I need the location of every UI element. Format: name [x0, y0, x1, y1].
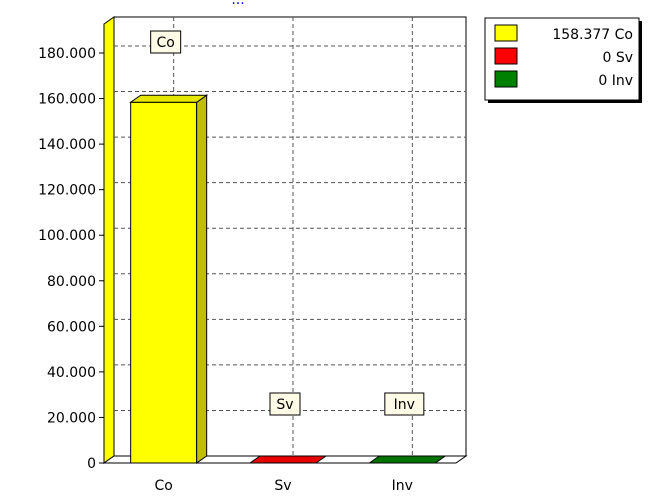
bar-front: [130, 101, 198, 464]
legend-swatch: [494, 47, 518, 65]
legend-label: 0 Sv: [602, 50, 633, 66]
callout-label: Inv: [394, 397, 415, 413]
y-tick-label: 20.000: [47, 410, 96, 426]
callout-box: [384, 392, 425, 416]
legend-label: 0 Inv: [598, 73, 633, 89]
y-tick-label: 160.000: [38, 92, 96, 108]
y-tick-label: 0: [87, 456, 96, 472]
callout-box: [150, 30, 182, 54]
legend: 158.377 Co 0 Sv 0 Inv: [484, 17, 642, 103]
legend-swatch: [494, 24, 518, 42]
bar-top: [129, 94, 209, 103]
bar-sv: [248, 455, 328, 464]
bar-inv: [367, 455, 447, 464]
left-wall: [103, 16, 115, 464]
x-axis: Co Sv Inv: [154, 478, 412, 494]
chart-title: ...: [231, 0, 244, 8]
y-tick-label: 100.000: [38, 228, 96, 244]
legend-item: 0 Sv: [494, 47, 633, 66]
y-tick-label: 180.000: [38, 46, 96, 62]
bar-top: [248, 455, 328, 464]
bars: [129, 94, 447, 464]
callout-label: Co: [156, 35, 174, 51]
callout-co: Co: [150, 30, 182, 54]
bar-top: [367, 455, 447, 464]
callout-box: [269, 392, 301, 416]
y-tick-label: 40.000: [47, 365, 96, 381]
callout-inv: Inv: [384, 392, 425, 416]
bar-side: [196, 94, 208, 464]
x-tick-label: Sv: [274, 478, 291, 494]
callout-label: Sv: [276, 397, 293, 413]
y-tick-label: 80.000: [47, 274, 96, 290]
legend-swatch: [494, 70, 518, 88]
callout-sv: Sv: [269, 392, 301, 416]
y-tick-label: 140.000: [38, 137, 96, 153]
x-tick-label: Inv: [392, 478, 413, 494]
y-axis: 0 20.000 40.000 60.000 80.000 100.000 120.000 1…: [38, 24, 105, 472]
legend-item: 0 Inv: [494, 70, 633, 89]
legend-label: 158.377 Co: [552, 27, 633, 43]
bar-co: [129, 94, 209, 464]
x-tick-label: Co: [154, 478, 172, 494]
callout-labels: Co Sv Inv: [150, 30, 425, 416]
y-tick-label: 120.000: [38, 183, 96, 199]
legend-item: 158.377 Co: [494, 24, 633, 43]
y-tick-label: 60.000: [47, 319, 96, 335]
